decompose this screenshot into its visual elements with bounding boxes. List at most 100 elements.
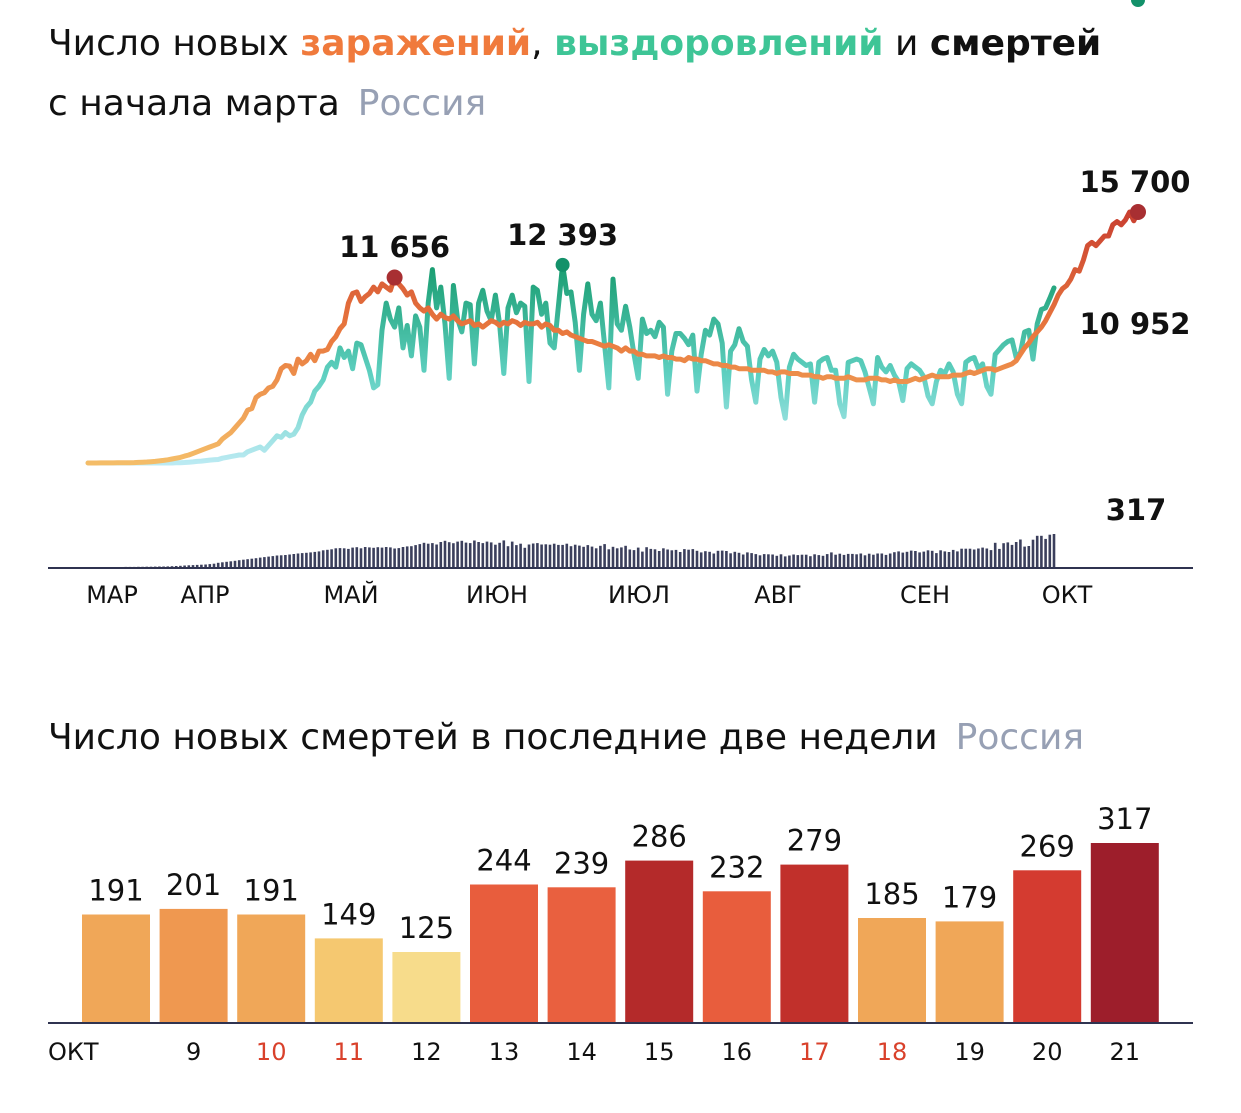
death-bar — [258, 557, 262, 567]
death-bar — [775, 555, 779, 567]
death-bar — [788, 555, 791, 567]
death-bar — [1031, 539, 1035, 567]
bar-value-label: 279 — [787, 824, 842, 858]
death-bar — [380, 547, 384, 567]
death-bar — [569, 546, 573, 567]
death-bar — [158, 566, 161, 567]
death-bar — [653, 549, 657, 567]
death-bar — [943, 551, 947, 567]
death-bar — [1027, 546, 1031, 567]
death-bar — [964, 548, 968, 567]
death-bar — [599, 545, 602, 567]
death-bar — [460, 540, 464, 567]
death-bar — [796, 555, 800, 567]
death-bar — [956, 551, 959, 567]
death-bar — [317, 551, 321, 567]
death-bar — [431, 543, 434, 567]
death-bar — [321, 550, 325, 567]
death-bar — [494, 544, 497, 567]
death-bar — [1040, 535, 1043, 567]
death-bar — [263, 557, 266, 567]
death-bar — [771, 554, 774, 567]
death-bar — [208, 564, 212, 567]
death-bar — [443, 540, 447, 567]
death-bar — [720, 550, 724, 567]
death-bar — [250, 558, 254, 567]
death-bar — [279, 555, 283, 567]
bar-x-label: 13 — [489, 1038, 520, 1066]
death-bar — [389, 547, 392, 567]
bar-value-label: 317 — [1097, 802, 1152, 836]
death-bar — [981, 547, 984, 567]
death-bar — [502, 540, 506, 567]
death-bar — [846, 553, 850, 567]
death-bar — [909, 550, 913, 567]
death-bar — [548, 544, 552, 567]
death-bar — [540, 544, 543, 567]
death-bar — [998, 548, 1001, 567]
death-bar — [859, 553, 863, 567]
death-bar — [1002, 543, 1005, 567]
chart2-region: Россия — [955, 717, 1085, 758]
death-bar — [947, 552, 951, 567]
death-bar — [561, 544, 564, 567]
death-bar — [825, 554, 829, 567]
death-bar — [834, 554, 837, 567]
bar — [935, 921, 1004, 1023]
death-bar — [573, 544, 577, 567]
death-bar — [191, 565, 195, 567]
death-bar — [628, 549, 632, 567]
line-chart: 11 656 12 393 15 700 10 952 317 МАР АПР МАЙ ИЮН… — [48, 0, 1193, 609]
title-sep: , — [531, 23, 543, 64]
death-bar — [918, 552, 921, 567]
death-bar — [481, 543, 485, 567]
death-bar — [384, 547, 388, 567]
death-bar — [657, 551, 661, 567]
death-bar — [750, 553, 753, 567]
death-bar — [355, 547, 359, 567]
death-bar — [393, 548, 396, 567]
death-bar — [372, 547, 375, 567]
death-bar — [888, 553, 892, 567]
death-bar — [195, 564, 199, 567]
x-axis-tick-labels: МАР АПР МАЙ ИЮН ИЮЛ АВГ СЕН ОКТ — [86, 580, 1092, 609]
bar-value-label: 269 — [1020, 829, 1075, 863]
death-bar — [477, 542, 480, 567]
chart1-annotations: 11 656 12 393 15 700 10 952 317 — [339, 0, 1191, 527]
death-bar — [603, 544, 606, 567]
chart2-title: Число новых смертей в последние две неде… — [48, 716, 1084, 759]
death-bar — [905, 551, 909, 567]
death-bar — [893, 552, 896, 567]
bar-value-label: 191 — [244, 874, 299, 908]
bar-x-label: 10 — [256, 1038, 287, 1066]
death-bar — [170, 566, 174, 567]
death-bar — [221, 562, 224, 567]
death-bar — [872, 554, 875, 567]
death-bar — [452, 543, 455, 567]
bar-chart-x-labels: ОКТ 9 10 11 12 13 14 15 16 17 18 19 20 21 — [48, 1038, 1140, 1066]
death-bar — [670, 550, 674, 567]
bar-x-label: 14 — [566, 1038, 597, 1066]
death-bar — [536, 543, 539, 567]
title-prefix: Число новых — [48, 23, 301, 64]
death-bar — [632, 550, 636, 567]
bar-x-label: 11 — [334, 1038, 365, 1066]
death-bar — [645, 547, 648, 567]
death-bar — [708, 551, 711, 567]
death-bar — [473, 540, 476, 567]
bar-x-label: 17 — [799, 1038, 830, 1066]
death-bar — [288, 554, 291, 567]
death-bar — [254, 558, 258, 567]
death-bar — [1035, 535, 1039, 567]
death-bar — [351, 547, 354, 567]
death-bar — [1006, 542, 1010, 567]
infections-latest-marker — [1130, 204, 1146, 220]
death-bar — [867, 553, 871, 567]
death-bar — [313, 551, 317, 567]
bar-value-label: 191 — [88, 874, 143, 908]
death-bar — [725, 551, 728, 567]
death-bar — [699, 552, 703, 567]
bar — [237, 914, 306, 1023]
death-bar — [951, 549, 955, 567]
death-bar — [901, 552, 905, 567]
